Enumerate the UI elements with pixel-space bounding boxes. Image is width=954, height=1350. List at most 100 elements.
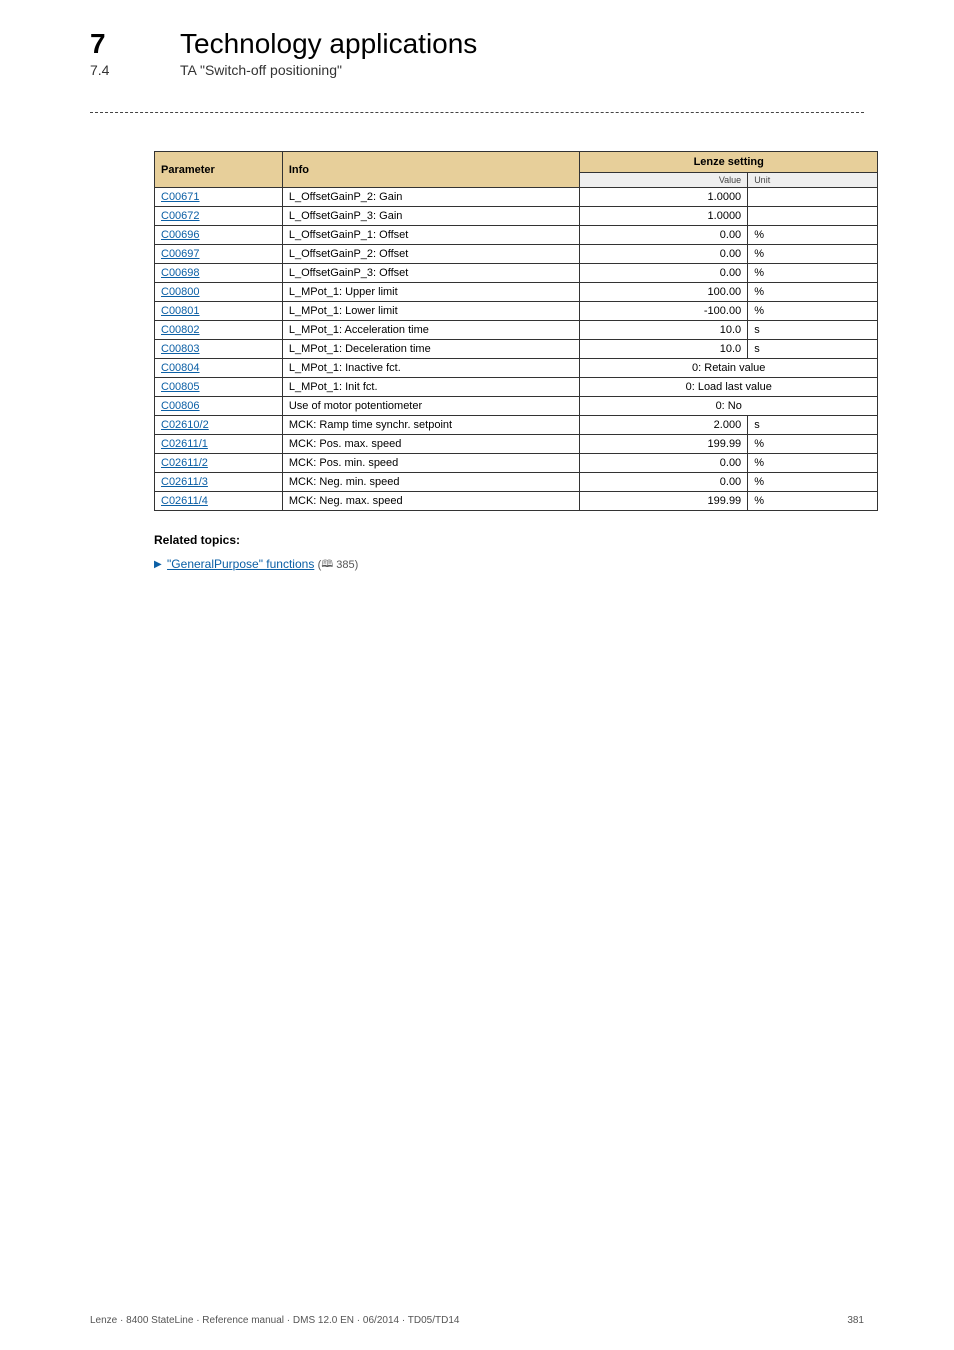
parameter-cell: C00801 bbox=[155, 302, 283, 321]
parameter-link[interactable]: C00800 bbox=[161, 286, 200, 298]
footer-left: Lenze · 8400 StateLine · Reference manua… bbox=[90, 1315, 459, 1326]
value-cell: 10.0 bbox=[580, 321, 748, 340]
info-cell: L_MPot_1: Acceleration time bbox=[282, 321, 580, 340]
parameter-cell: C00806 bbox=[155, 397, 283, 416]
arrow-icon: ▶ bbox=[154, 559, 162, 570]
info-cell: MCK: Neg. min. speed bbox=[282, 473, 580, 492]
unit-cell: % bbox=[748, 492, 878, 511]
related-pageref: (🕮 385) bbox=[318, 559, 359, 571]
info-cell: MCK: Pos. max. speed bbox=[282, 435, 580, 454]
parameter-cell: C00803 bbox=[155, 340, 283, 359]
parameter-link[interactable]: C00802 bbox=[161, 324, 200, 336]
value-cell: 0.00 bbox=[580, 264, 748, 283]
parameter-link[interactable]: C00696 bbox=[161, 229, 200, 241]
parameter-link[interactable]: C02611/3 bbox=[161, 476, 208, 488]
parameter-link[interactable]: C02611/2 bbox=[161, 457, 208, 469]
lenze-setting-cell: 0: Load last value bbox=[580, 378, 878, 397]
parameter-link[interactable]: C00804 bbox=[161, 362, 200, 374]
unit-cell: % bbox=[748, 264, 878, 283]
info-cell: L_OffsetGainP_1: Offset bbox=[282, 226, 580, 245]
header-parameter: Parameter bbox=[155, 152, 283, 188]
info-cell: L_MPot_1: Deceleration time bbox=[282, 340, 580, 359]
parameter-link[interactable]: C02611/4 bbox=[161, 495, 208, 507]
info-cell: Use of motor potentiometer bbox=[282, 397, 580, 416]
parameter-cell: C00802 bbox=[155, 321, 283, 340]
parameter-link[interactable]: C00697 bbox=[161, 248, 200, 260]
table-row: C00800L_MPot_1: Upper limit100.00% bbox=[155, 283, 878, 302]
parameter-link[interactable]: C02611/1 bbox=[161, 438, 208, 450]
table-row: C00804L_MPot_1: Inactive fct.0: Retain v… bbox=[155, 359, 878, 378]
value-cell: 199.99 bbox=[580, 492, 748, 511]
value-cell: 0.00 bbox=[580, 454, 748, 473]
parameter-link[interactable]: C00801 bbox=[161, 305, 200, 317]
parameter-link[interactable]: C00803 bbox=[161, 343, 200, 355]
lenze-setting-cell: 0: No bbox=[580, 397, 878, 416]
lenze-setting-cell: 0: Retain value bbox=[580, 359, 878, 378]
parameter-cell: C00800 bbox=[155, 283, 283, 302]
unit-cell: % bbox=[748, 283, 878, 302]
related-topics-title: Related topics: bbox=[154, 533, 864, 547]
table-row: C00671 L_OffsetGainP_2: Gain1.0000 bbox=[155, 188, 878, 207]
parameter-cell: C00671 bbox=[155, 188, 283, 207]
subheader-value: Value bbox=[580, 173, 748, 188]
unit-cell: s bbox=[748, 340, 878, 359]
info-cell: L_MPot_1: Lower limit bbox=[282, 302, 580, 321]
related-link[interactable]: "GeneralPurpose" functions bbox=[167, 557, 314, 571]
parameter-table: Parameter Info Lenze setting Value Unit … bbox=[154, 151, 878, 511]
parameter-cell: C02611/2 bbox=[155, 454, 283, 473]
table-row: C00806 Use of motor potentiometer0: No bbox=[155, 397, 878, 416]
parameter-cell: C00697 bbox=[155, 245, 283, 264]
value-cell: 10.0 bbox=[580, 340, 748, 359]
value-cell: 199.99 bbox=[580, 435, 748, 454]
chapter-header: 7 Technology applications bbox=[90, 28, 864, 60]
parameter-cell: C02611/1 bbox=[155, 435, 283, 454]
unit-cell: % bbox=[748, 454, 878, 473]
info-cell: L_OffsetGainP_3: Offset bbox=[282, 264, 580, 283]
parameter-cell: C00696 bbox=[155, 226, 283, 245]
parameter-link[interactable]: C00806 bbox=[161, 400, 200, 412]
table-row: C00696L_OffsetGainP_1: Offset0.00% bbox=[155, 226, 878, 245]
parameter-link[interactable]: C00698 bbox=[161, 267, 200, 279]
header-lenze-setting: Lenze setting bbox=[580, 152, 878, 173]
subchapter-header: 7.4 TA "Switch-off positioning" bbox=[90, 62, 864, 78]
parameter-link[interactable]: C00805 bbox=[161, 381, 200, 393]
table-row: C00698 L_OffsetGainP_3: Offset0.00% bbox=[155, 264, 878, 283]
section-divider bbox=[90, 112, 864, 113]
table-row: C00803 L_MPot_1: Deceleration time10.0s bbox=[155, 340, 878, 359]
info-cell: L_OffsetGainP_2: Gain bbox=[282, 188, 580, 207]
unit-cell: % bbox=[748, 435, 878, 454]
info-cell: MCK: Neg. max. speed bbox=[282, 492, 580, 511]
related-topics-line: ▶ "GeneralPurpose" functions (🕮 385) bbox=[154, 557, 864, 575]
info-cell: MCK: Pos. min. speed bbox=[282, 454, 580, 473]
header-info: Info bbox=[282, 152, 580, 188]
table-row: C02611/1 MCK: Pos. max. speed199.99% bbox=[155, 435, 878, 454]
unit-cell: % bbox=[748, 302, 878, 321]
value-cell: -100.00 bbox=[580, 302, 748, 321]
table-row: C02611/3 MCK: Neg. min. speed0.00% bbox=[155, 473, 878, 492]
parameter-cell: C00698 bbox=[155, 264, 283, 283]
value-cell: 0.00 bbox=[580, 473, 748, 492]
info-cell: L_MPot_1: Upper limit bbox=[282, 283, 580, 302]
info-cell: MCK: Ramp time synchr. setpoint bbox=[282, 416, 580, 435]
parameter-link[interactable]: C00672 bbox=[161, 210, 200, 222]
value-cell: 1.0000 bbox=[580, 207, 748, 226]
unit-cell bbox=[748, 207, 878, 226]
unit-cell: % bbox=[748, 245, 878, 264]
parameter-link[interactable]: C02610/2 bbox=[161, 419, 209, 431]
unit-cell: s bbox=[748, 321, 878, 340]
parameter-link[interactable]: C00671 bbox=[161, 191, 200, 203]
info-cell: L_OffsetGainP_3: Gain bbox=[282, 207, 580, 226]
parameter-cell: C02611/3 bbox=[155, 473, 283, 492]
info-cell: L_OffsetGainP_2: Offset bbox=[282, 245, 580, 264]
chapter-number: 7 bbox=[90, 28, 180, 60]
table-header-row: Parameter Info Lenze setting bbox=[155, 152, 878, 173]
table-row: C00672 L_OffsetGainP_3: Gain1.0000 bbox=[155, 207, 878, 226]
book-icon: 🕮 bbox=[321, 559, 333, 570]
value-cell: 1.0000 bbox=[580, 188, 748, 207]
value-cell: 2.000 bbox=[580, 416, 748, 435]
value-cell: 0.00 bbox=[580, 226, 748, 245]
parameter-cell: C02611/4 bbox=[155, 492, 283, 511]
parameter-cell: C00804 bbox=[155, 359, 283, 378]
unit-cell: % bbox=[748, 473, 878, 492]
subheader-unit: Unit bbox=[748, 173, 878, 188]
